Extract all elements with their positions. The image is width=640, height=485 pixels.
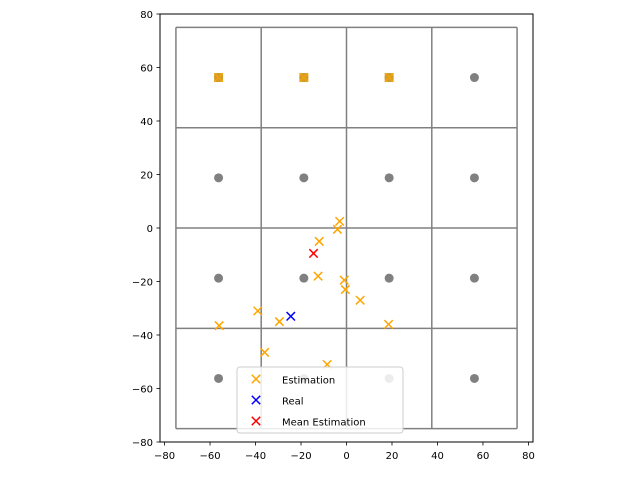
estimation-point-1 [332, 224, 343, 235]
x-tick-label-3: −20 [290, 451, 311, 462]
legend: Estimation Real Mean Estimation [236, 366, 404, 434]
estimation-point-2 [314, 236, 324, 247]
y-tick-label-8: 80 [140, 10, 153, 21]
legend-box [236, 366, 404, 434]
estimation-point-7 [253, 306, 263, 316]
y-tick-label-7: 60 [140, 64, 153, 75]
legend-marker-real [251, 395, 261, 405]
anchor-point-3 [469, 73, 479, 83]
estimation-point-8 [274, 316, 285, 327]
y-tick-label-5: 20 [140, 171, 153, 182]
mean-estimation-point-0 [308, 248, 319, 259]
x-tick-label-0: −80 [154, 451, 175, 462]
anchor-point-5 [299, 173, 309, 183]
legend-marker-mean-estimation [251, 416, 261, 426]
x-tick-label-6: 40 [431, 451, 444, 462]
y-tick-label-3: −20 [132, 278, 153, 289]
highlighted-anchor-x-2 [384, 72, 394, 83]
y-axis: −80 −60 −40 −20 0 20 40 60 80 [132, 10, 160, 449]
anchor-point-11 [469, 273, 479, 283]
highlighted-anchor-x-0 [213, 72, 224, 83]
anchor-point-9 [299, 273, 309, 283]
x-tick-label-1: −60 [199, 451, 220, 462]
legend-marker-estimation [251, 374, 261, 384]
estimation-point-10 [214, 320, 224, 331]
highlighted-anchors [213, 72, 394, 83]
series-marks [214, 216, 394, 370]
estimation-point-11 [259, 347, 270, 358]
anchor-point-12 [214, 373, 224, 383]
x-axis: −80 −60 −40 −20 0 20 40 60 80 [154, 442, 535, 462]
estimation-point-3 [313, 271, 323, 281]
legend-label-real: Real [282, 397, 304, 408]
x-tick-label-8: 80 [522, 451, 535, 462]
real-point-0 [286, 311, 296, 322]
estimation-point-4 [339, 275, 349, 285]
y-tick-label-6: 40 [140, 117, 153, 128]
anchor-point-10 [384, 273, 394, 283]
anchor-point-8 [214, 273, 224, 283]
anchor-point-6 [384, 173, 394, 183]
anchor-point-7 [469, 173, 479, 183]
x-tick-label-4: 0 [343, 451, 349, 462]
estimation-point-0 [334, 216, 345, 227]
estimation-point-9 [383, 319, 394, 330]
legend-label-estimation: Estimation [282, 376, 335, 387]
y-tick-label-1: −60 [132, 385, 153, 396]
estimation-point-6 [355, 295, 365, 305]
highlighted-anchor-x-1 [299, 72, 309, 83]
y-tick-label-2: −40 [132, 331, 153, 342]
x-tick-label-2: −40 [245, 451, 266, 462]
x-tick-label-7: 60 [477, 451, 490, 462]
estimation-point-5 [340, 284, 351, 295]
y-tick-label-0: −80 [132, 438, 153, 449]
legend-label-mean-estimation: Mean Estimation [282, 418, 366, 429]
anchor-point-4 [214, 173, 224, 183]
x-tick-label-5: 20 [386, 451, 399, 462]
y-tick-label-4: 0 [147, 224, 153, 235]
anchor-point-15 [469, 373, 479, 383]
